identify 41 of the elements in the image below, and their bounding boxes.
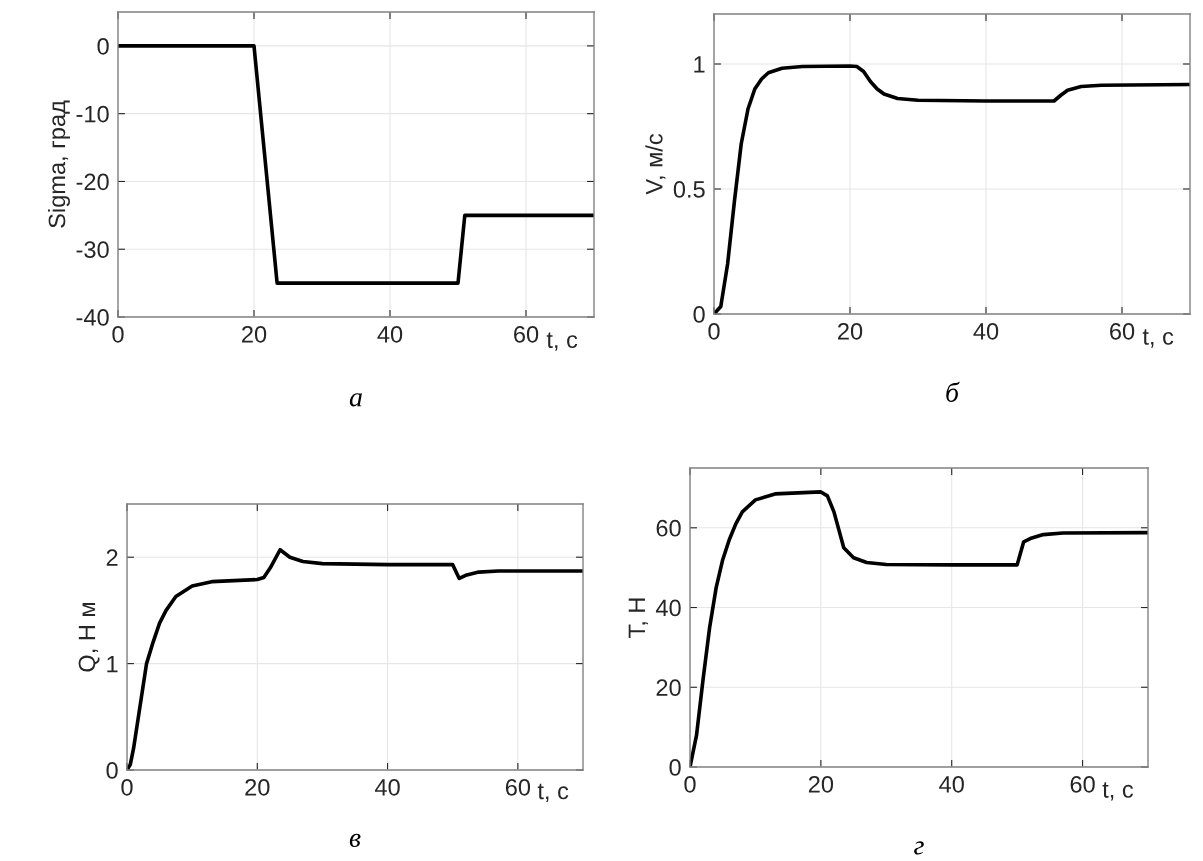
y-axis-title: V, м/с [645, 133, 666, 195]
x-tick-label: 60 [505, 778, 531, 796]
text: а [349, 393, 362, 407]
y-tick-label: -10 [76, 105, 109, 123]
y-tick-label: 0 [97, 37, 109, 55]
y-tick-label: 60 [656, 519, 681, 537]
y-axis-title: Q, Н м [78, 602, 100, 672]
y-tick-label: 1 [694, 56, 705, 73]
x-tick-label: 20 [808, 775, 834, 793]
y-axis-title: Sigma, град [47, 100, 70, 228]
x-tick-label: 40 [973, 322, 999, 340]
x-tick-label: 60 [1110, 322, 1135, 340]
x-axis-title: t, с [537, 783, 569, 803]
y-tick-label: 2 [106, 549, 118, 566]
x-tick-label: 0 [121, 778, 133, 796]
text: г [914, 841, 924, 855]
x-tick-label: 0 [708, 322, 720, 340]
y-tick-label: 1 [107, 655, 118, 673]
text: в [349, 833, 361, 848]
y-tick-label: -40 [76, 309, 109, 326]
x-axis-title: t, с [546, 332, 578, 351]
x-axis-title: t, с [1142, 329, 1174, 348]
y-tick-label: -20 [76, 173, 109, 191]
y-tick-label: 40 [655, 599, 681, 617]
x-tick-label: 40 [374, 778, 400, 796]
x-axis-title: t, с [1102, 782, 1134, 801]
y-tick-label: 0.5 [673, 181, 705, 198]
text: б [946, 381, 960, 402]
x-tick-label: 20 [242, 325, 267, 343]
x-tick-label: 40 [377, 325, 403, 343]
x-tick-label: 60 [514, 325, 539, 343]
y-tick-label: -30 [76, 241, 109, 259]
x-tick-label: 20 [245, 778, 270, 796]
x-tick-label: 60 [1070, 775, 1095, 793]
y-tick-label: 0 [106, 762, 118, 779]
x-tick-label: 20 [838, 322, 863, 340]
y-tick-label: 20 [656, 679, 681, 697]
x-tick-label: 40 [939, 775, 964, 793]
y-tick-label: 0 [693, 306, 705, 323]
y-tick-label: 0 [669, 759, 681, 776]
y-axis-title: T, Н [628, 598, 648, 638]
